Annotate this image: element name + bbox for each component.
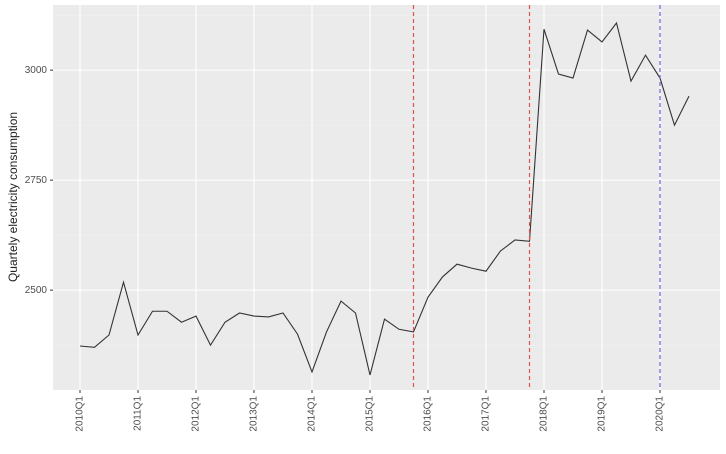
x-tick-label: 2010Q1 [75, 396, 86, 432]
x-tick-label: 2012Q1 [191, 396, 202, 432]
panel [53, 5, 720, 390]
x-tick-label: 2016Q1 [423, 396, 434, 432]
x-tick-label: 2020Q1 [655, 396, 666, 432]
x-tick-label: 2015Q1 [365, 396, 376, 432]
line [79, 21, 690, 376]
y-axis-label: Quartely electricity consumption [6, 112, 20, 282]
x-tick-label: 2019Q1 [597, 396, 608, 432]
y-tick-label: 2500 [25, 285, 48, 296]
x-tick-label: 2011Q1 [133, 396, 144, 431]
x-tick-label: 2014Q1 [307, 396, 318, 432]
y-tick-label: 3000 [25, 65, 48, 76]
y-tick-label: 2750 [25, 175, 48, 186]
x-tick-label: 2013Q1 [249, 396, 260, 432]
x-tick-label: 2018Q1 [539, 396, 550, 432]
x-tick-label: 2017Q1 [481, 396, 492, 432]
